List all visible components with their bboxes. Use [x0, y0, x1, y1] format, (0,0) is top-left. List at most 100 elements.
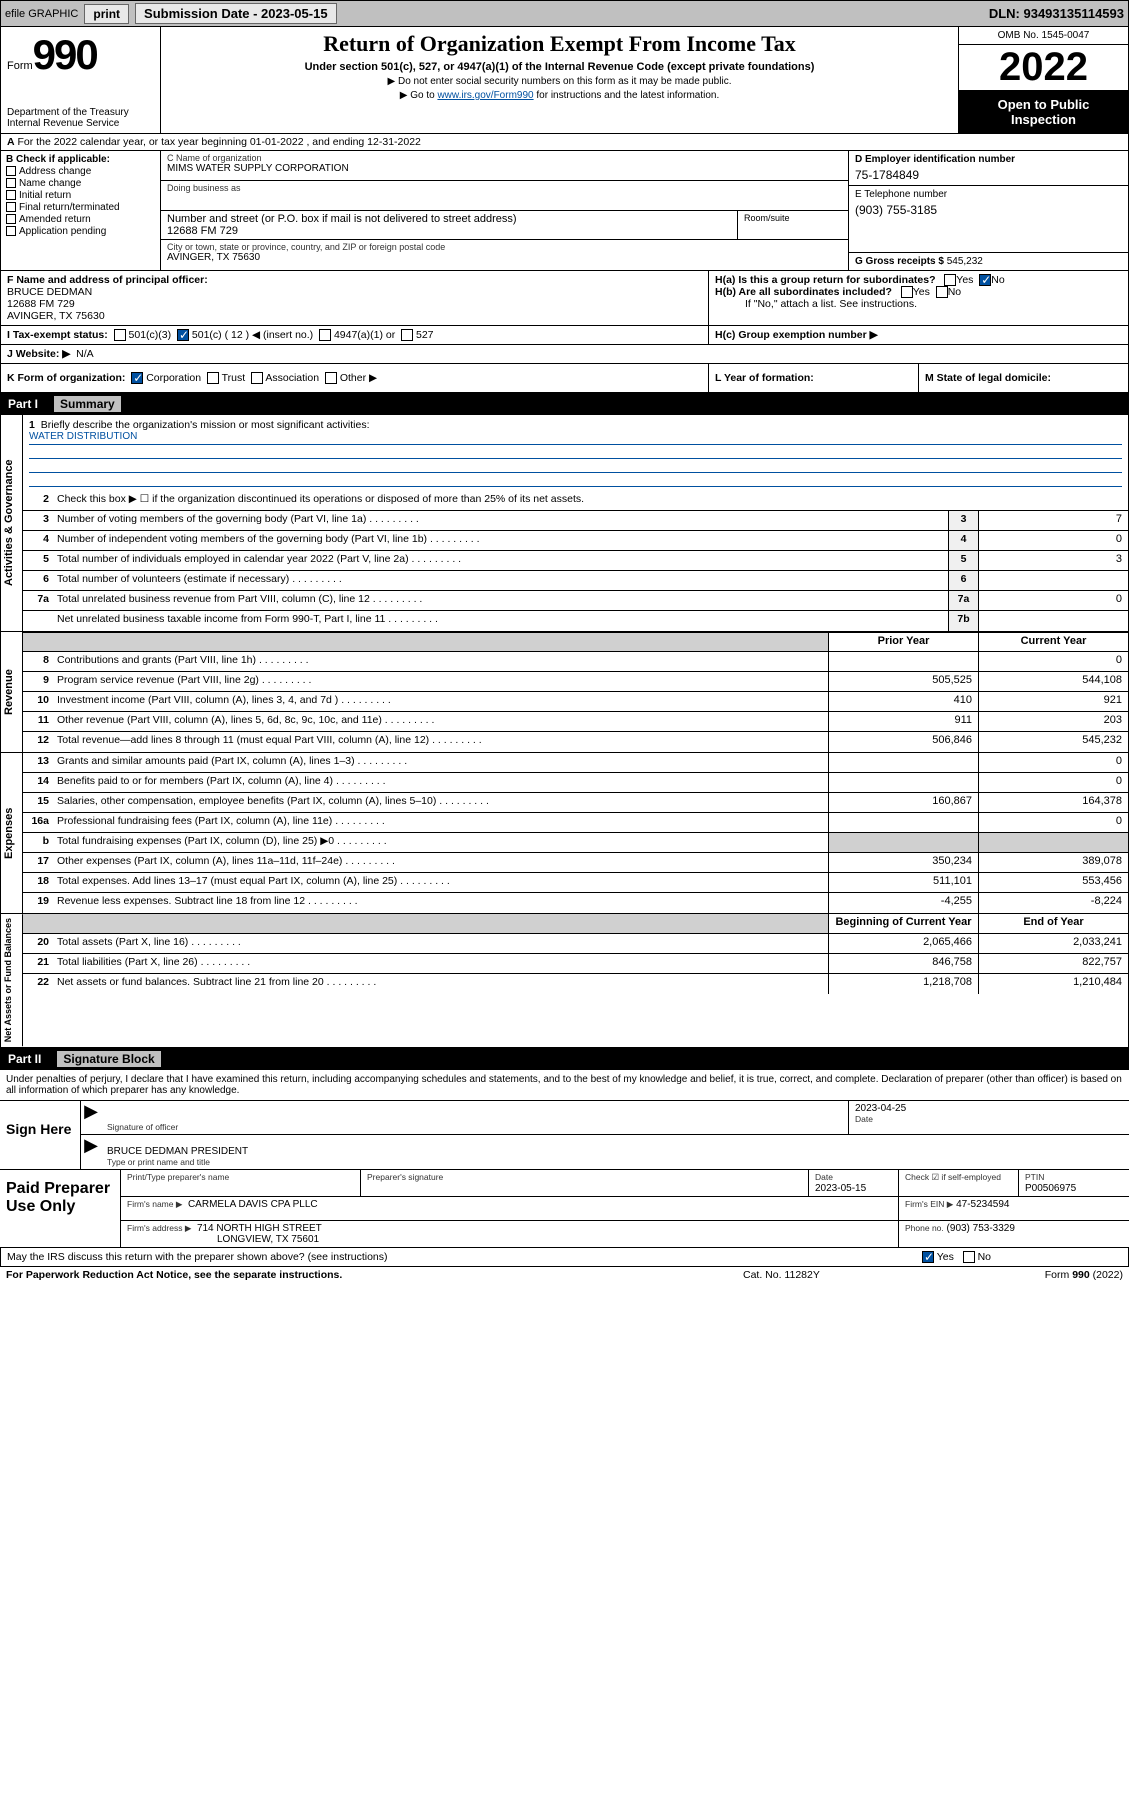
chk-name-change[interactable]: Name change [6, 178, 155, 189]
table-row: 21 Total liabilities (Part X, line 26)84… [23, 954, 1128, 974]
table-row: Net unrelated business taxable income fr… [23, 611, 1128, 631]
table-row: 15 Salaries, other compensation, employe… [23, 793, 1128, 813]
firm-name: CARMELA DAVIS CPA PLLC [188, 1199, 318, 1210]
table-row: 6 Total number of volunteers (estimate i… [23, 571, 1128, 591]
room-suite-label: Room/suite [744, 213, 790, 223]
dba-label: Doing business as [167, 183, 842, 193]
top-bar: efile GRAPHIC print Submission Date - 20… [0, 0, 1129, 27]
hdr-end-year: End of Year [978, 914, 1128, 933]
chk-corporation[interactable] [131, 372, 143, 384]
row-i: I Tax-exempt status: 501(c)(3) 501(c) ( … [0, 326, 1129, 345]
table-row: 10 Investment income (Part VIII, column … [23, 692, 1128, 712]
table-row: 16a Professional fundraising fees (Part … [23, 813, 1128, 833]
chk-501c3[interactable] [114, 329, 126, 341]
tax-year: 2022 [959, 45, 1128, 91]
ha-yes[interactable] [944, 274, 956, 286]
table-row: 3 Number of voting members of the govern… [23, 511, 1128, 531]
arrow-icon: ▶ [81, 1135, 101, 1169]
col-c: C Name of organization MIMS WATER SUPPLY… [161, 151, 848, 270]
efile-label: efile GRAPHIC [5, 8, 78, 20]
chk-trust[interactable] [207, 372, 219, 384]
chk-final-return[interactable]: Final return/terminated [6, 202, 155, 213]
chk-501c[interactable] [177, 329, 189, 341]
dln-label: DLN: 93493135114593 [989, 6, 1124, 21]
ha-no[interactable] [979, 274, 991, 286]
omb-number: OMB No. 1545-0047 [959, 27, 1128, 45]
paid-preparer-block: Paid Preparer Use Only Print/Type prepar… [0, 1170, 1129, 1248]
chk-amended-return[interactable]: Amended return [6, 214, 155, 225]
firm-addr2: LONGVIEW, TX 75601 [127, 1234, 892, 1245]
chk-application-pending[interactable]: Application pending [6, 226, 155, 237]
ptin: P00506975 [1025, 1183, 1076, 1194]
table-row: 4 Number of independent voting members o… [23, 531, 1128, 551]
vlabel-governance: Activities & Governance [1, 415, 23, 631]
form990-link[interactable]: www.irs.gov/Form990 [437, 90, 533, 101]
table-row: b Total fundraising expenses (Part IX, c… [23, 833, 1128, 853]
table-row: 14 Benefits paid to or for members (Part… [23, 773, 1128, 793]
table-row: 13 Grants and similar amounts paid (Part… [23, 753, 1128, 773]
row-j: J Website: ▶ N/A [0, 345, 1129, 364]
chk-4947[interactable] [319, 329, 331, 341]
firm-addr1: 714 NORTH HIGH STREET [197, 1223, 322, 1234]
footer: For Paperwork Reduction Act Notice, see … [0, 1267, 1129, 1283]
row-f-h: F Name and address of principal officer:… [0, 271, 1129, 326]
part2-header: Part II Signature Block [0, 1048, 1129, 1070]
block-bcd: B Check if applicable: Address change Na… [0, 151, 1129, 271]
street-address: 12688 FM 729 [167, 225, 731, 237]
chk-address-change[interactable]: Address change [6, 166, 155, 177]
sign-here-block: Sign Here ▶ Signature of officer 2023-04… [0, 1101, 1129, 1170]
hc-label: H(c) Group exemption number ▶ [715, 329, 878, 341]
chk-initial-return[interactable]: Initial return [6, 190, 155, 201]
vlabel-expenses: Expenses [1, 753, 23, 913]
officer-addr1: 12688 FM 729 [7, 298, 702, 310]
col-d: D Employer identification number 75-1784… [848, 151, 1128, 270]
discuss-no[interactable] [963, 1251, 975, 1263]
col-b-checkboxes: B Check if applicable: Address change Na… [1, 151, 161, 270]
table-row: 17 Other expenses (Part IX, column (A), … [23, 853, 1128, 873]
part1-header: Part I Summary [0, 393, 1129, 415]
arrow-icon: ▶ [81, 1101, 101, 1134]
firm-ein: 47-5234594 [956, 1199, 1009, 1210]
officer-print-name: BRUCE DEDMAN PRESIDENT [107, 1146, 1123, 1157]
city-state-zip: AVINGER, TX 75630 [167, 252, 842, 263]
gross-receipts: 545,232 [947, 256, 983, 267]
vlabel-net-assets: Net Assets or Fund Balances [1, 914, 23, 1046]
line-a: A For the 2022 calendar year, or tax yea… [0, 134, 1129, 151]
open-public-2: Inspection [963, 112, 1124, 127]
mission-text: WATER DISTRIBUTION [29, 431, 1122, 445]
website: N/A [76, 348, 94, 360]
hdr-current-year: Current Year [978, 633, 1128, 651]
discuss-yes[interactable] [922, 1251, 934, 1263]
form-header: Form990 Department of the Treasury Inter… [0, 27, 1129, 134]
open-public-1: Open to Public [963, 97, 1124, 112]
hb-yes[interactable] [901, 286, 913, 298]
form-note-2: ▶ Go to www.irs.gov/Form990 for instruct… [169, 90, 950, 101]
telephone: (903) 755-3185 [855, 203, 1122, 217]
chk-association[interactable] [251, 372, 263, 384]
chk-527[interactable] [401, 329, 413, 341]
dept-treasury: Department of the Treasury [7, 107, 154, 118]
firm-phone: (903) 753-3329 [947, 1223, 1015, 1234]
hdr-begin-year: Beginning of Current Year [828, 914, 978, 933]
table-row: 7a Total unrelated business revenue from… [23, 591, 1128, 611]
print-button[interactable]: print [84, 4, 129, 24]
year-formation-label: L Year of formation: [715, 372, 814, 384]
table-row: 19 Revenue less expenses. Subtract line … [23, 893, 1128, 913]
form-note-1: ▶ Do not enter social security numbers o… [169, 76, 950, 87]
hb-no[interactable] [936, 286, 948, 298]
org-name: MIMS WATER SUPPLY CORPORATION [167, 163, 842, 174]
officer-addr2: AVINGER, TX 75630 [7, 310, 702, 322]
vlabel-revenue: Revenue [1, 632, 23, 752]
prep-date: 2023-05-15 [815, 1183, 866, 1194]
table-row: 11 Other revenue (Part VIII, column (A),… [23, 712, 1128, 732]
ein: 75-1784849 [855, 168, 1122, 182]
part1-body: Activities & Governance 1 Briefly descri… [0, 415, 1129, 1047]
signature-intro: Under penalties of perjury, I declare th… [0, 1070, 1129, 1101]
chk-other[interactable] [325, 372, 337, 384]
table-row: 20 Total assets (Part X, line 16)2,065,4… [23, 934, 1128, 954]
hdr-prior-year: Prior Year [828, 633, 978, 651]
form-number: 990 [33, 31, 97, 78]
sig-date: 2023-04-25 [855, 1103, 1123, 1114]
table-row: 5 Total number of individuals employed i… [23, 551, 1128, 571]
check-self-employed[interactable]: Check ☑ if self-employed [905, 1172, 1001, 1182]
